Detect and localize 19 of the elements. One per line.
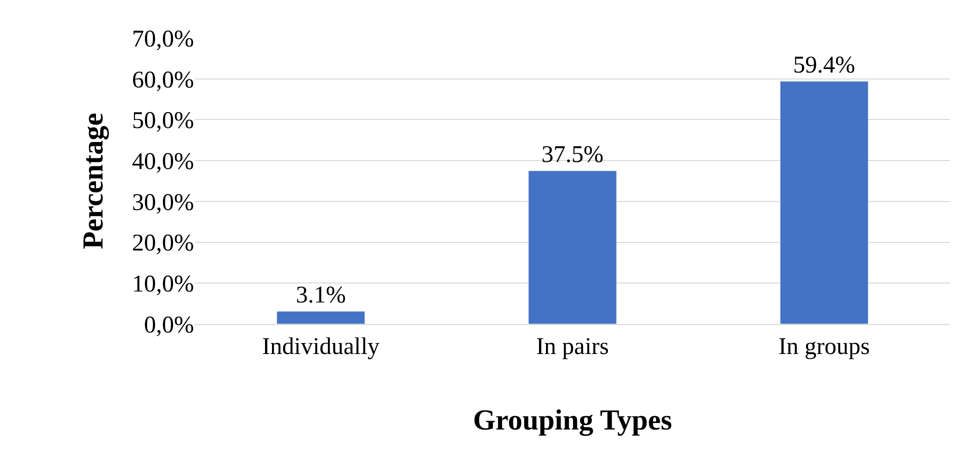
data-label: 59.4%: [793, 52, 856, 78]
bar: [528, 170, 617, 324]
y-tick-label: 30,0%: [132, 190, 194, 216]
y-tick-label: 20,0%: [132, 230, 194, 257]
x-axis-title: Grouping Types: [472, 404, 672, 437]
bar: [276, 311, 366, 324]
x-tick-label: In groups: [778, 334, 870, 360]
data-label: 3.1%: [296, 282, 346, 308]
y-tick-label: 50,0%: [132, 108, 194, 134]
y-tick-label: 60,0%: [132, 67, 194, 94]
x-tick-label: Individually: [262, 334, 380, 360]
x-tick-label: In pairs: [536, 334, 609, 360]
y-tick-label: 0,0%: [144, 312, 194, 338]
y-axis-title: Percentage: [77, 112, 110, 250]
y-tick-label: 70,0%: [132, 26, 194, 52]
y-tick-label: 40,0%: [132, 148, 194, 175]
y-tick-label: 10,0%: [132, 272, 194, 298]
data-label: 37.5%: [542, 142, 604, 168]
bar: [780, 81, 868, 324]
